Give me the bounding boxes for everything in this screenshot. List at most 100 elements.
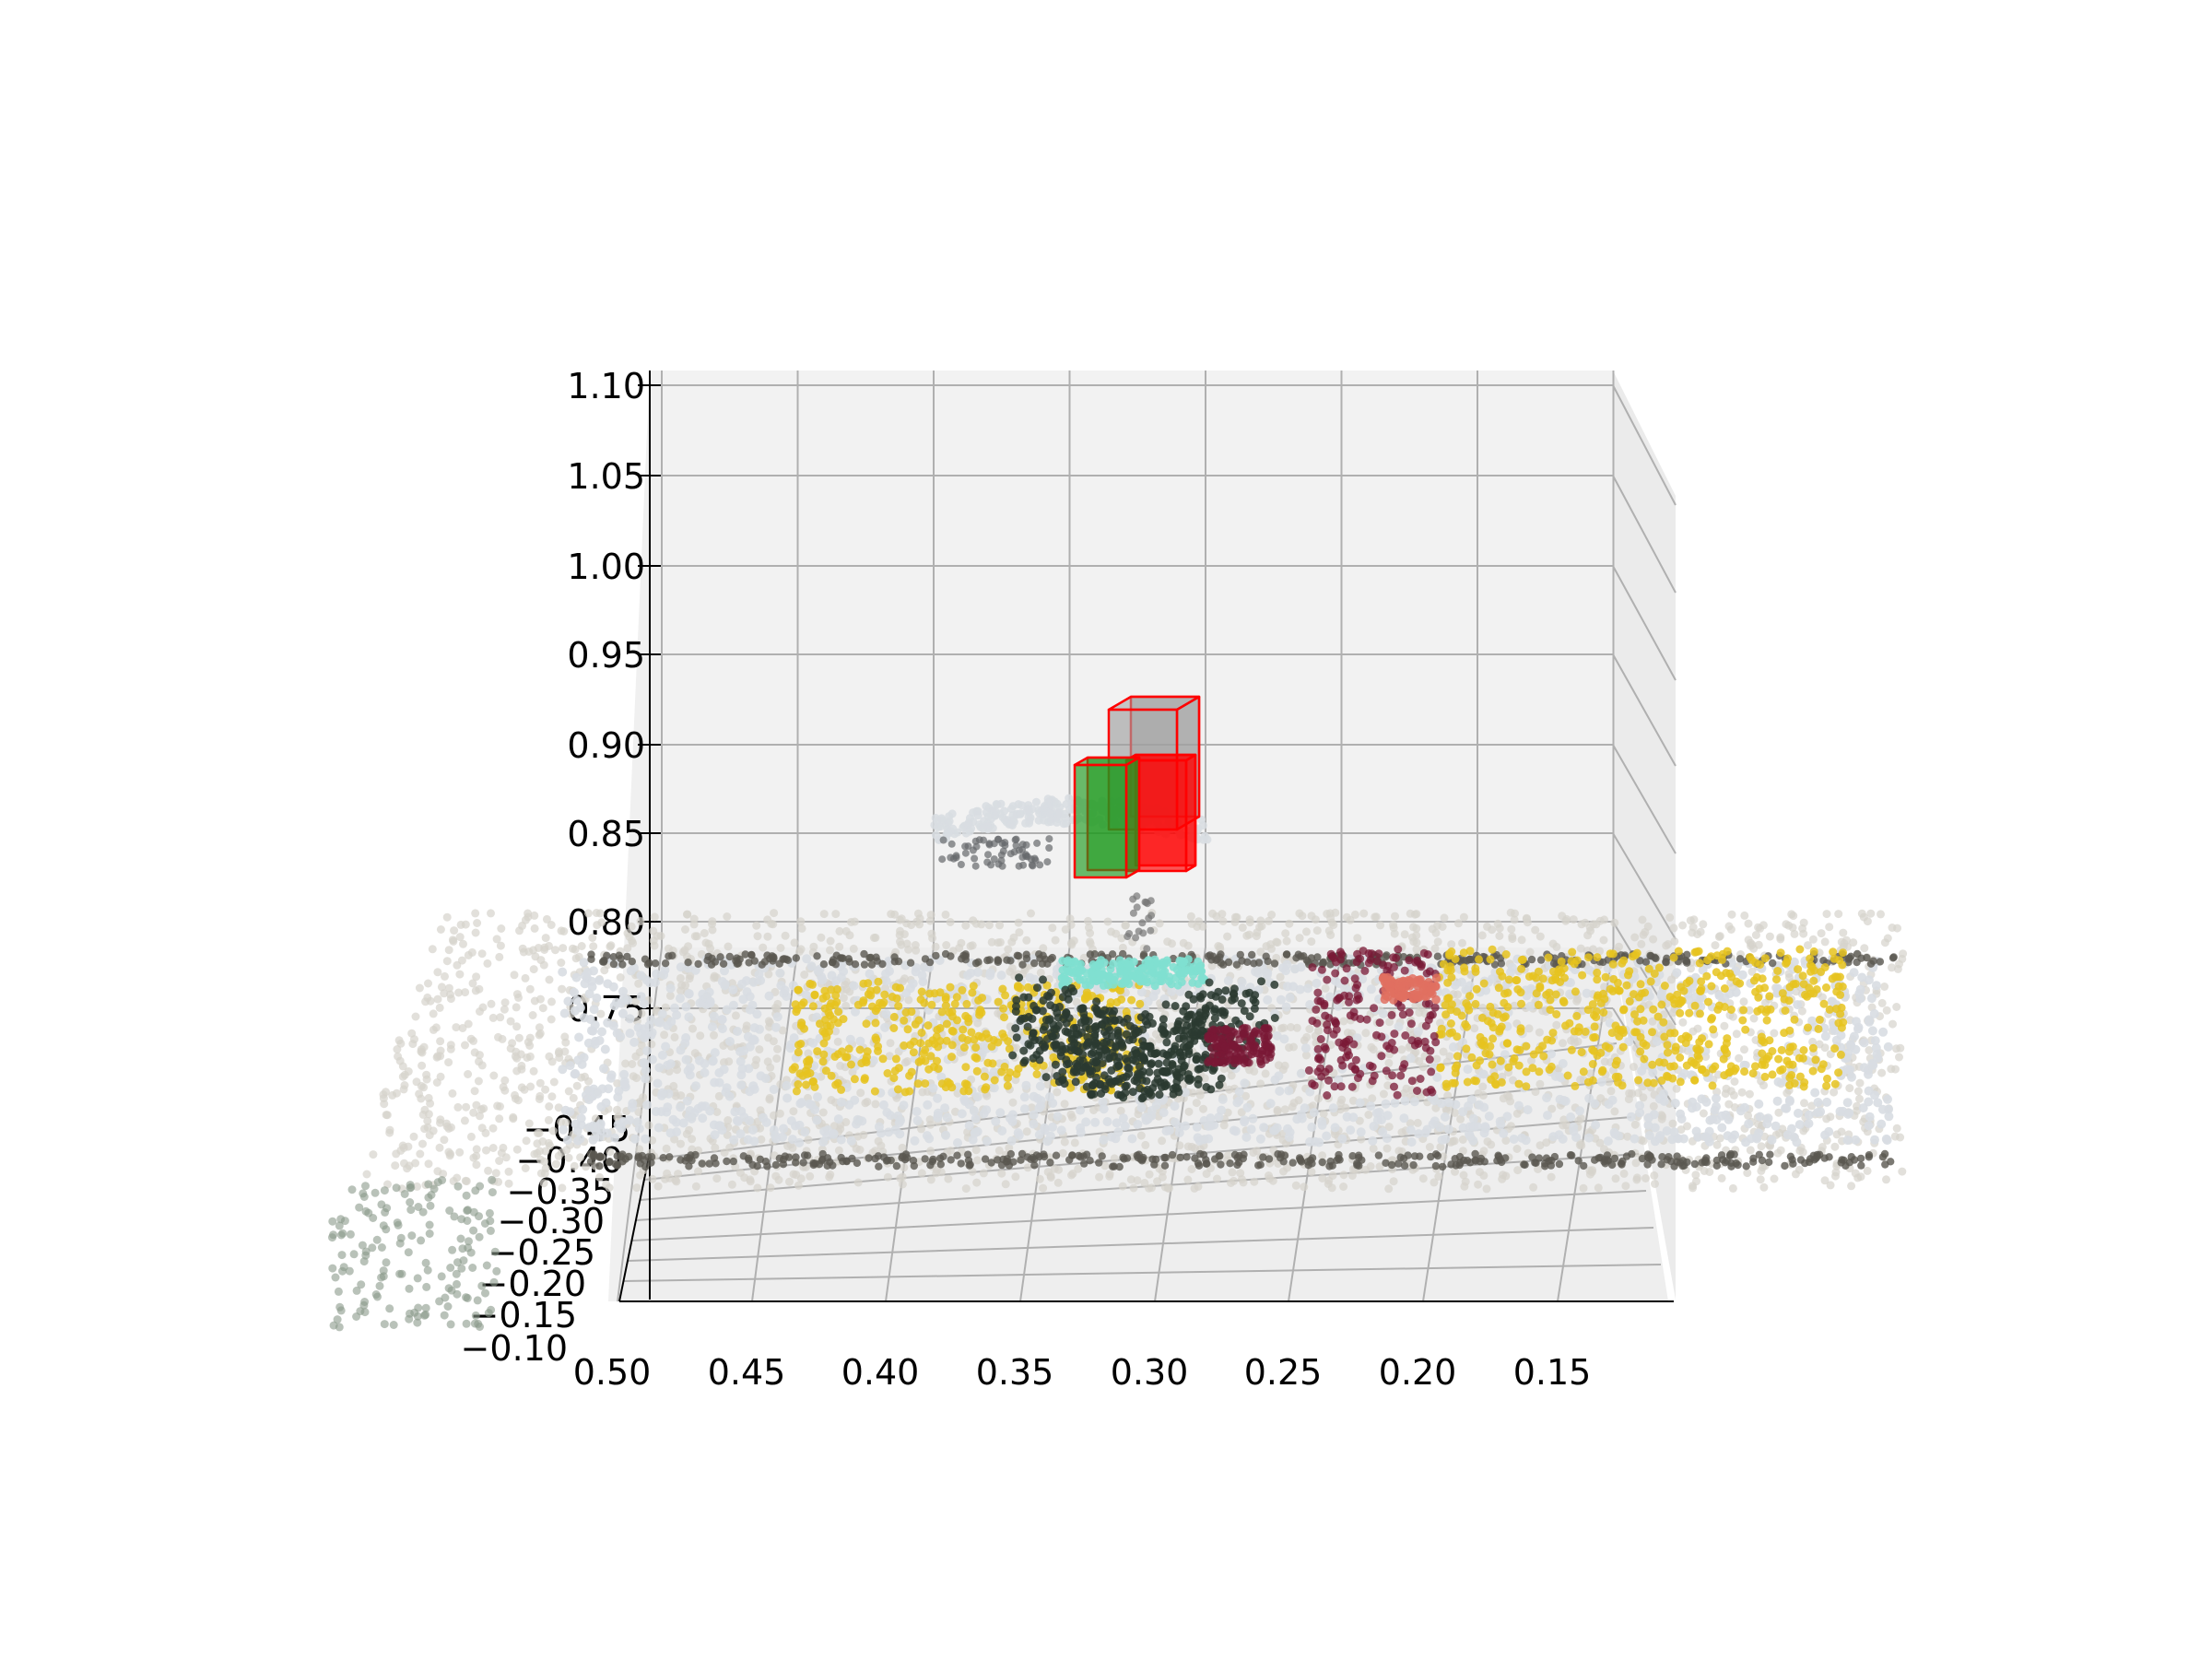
- point: [1542, 1138, 1551, 1147]
- point: [623, 929, 632, 938]
- point: [1815, 1040, 1824, 1049]
- point: [595, 1162, 604, 1171]
- point: [1836, 1050, 1845, 1059]
- point: [684, 1012, 694, 1022]
- point: [924, 1134, 935, 1144]
- point: [1330, 976, 1340, 986]
- point: [1535, 1079, 1545, 1088]
- point: [1406, 1137, 1417, 1147]
- point: [1408, 933, 1417, 942]
- point: [1531, 1088, 1540, 1097]
- point: [1767, 1135, 1777, 1145]
- point: [1280, 1061, 1289, 1070]
- point: [974, 958, 982, 967]
- point: [1250, 1066, 1259, 1076]
- point: [1523, 1105, 1533, 1115]
- point: [1847, 1182, 1856, 1191]
- point: [1896, 1043, 1905, 1053]
- point: [606, 941, 616, 950]
- point: [602, 1180, 611, 1189]
- point: [461, 920, 470, 929]
- point: [1783, 1088, 1792, 1098]
- point: [1036, 1101, 1046, 1111]
- point: [1434, 1172, 1443, 1181]
- point: [1509, 1076, 1517, 1085]
- point: [1534, 1165, 1543, 1173]
- point: [1190, 1183, 1199, 1193]
- point: [1744, 935, 1753, 945]
- point: [759, 943, 768, 952]
- point: [906, 959, 915, 967]
- point: [1422, 1124, 1432, 1135]
- point: [602, 1128, 612, 1138]
- point: [687, 1113, 697, 1124]
- point: [782, 1080, 792, 1090]
- point: [1479, 1147, 1488, 1156]
- point: [1470, 1024, 1479, 1033]
- point: [1820, 937, 1830, 947]
- point: [461, 1041, 469, 1050]
- point: [573, 1055, 583, 1065]
- point: [1406, 1125, 1416, 1135]
- point: [1572, 1011, 1582, 1020]
- point: [1841, 1065, 1852, 1075]
- point: [1817, 929, 1826, 938]
- point: [1882, 1135, 1892, 1146]
- point: [564, 1087, 573, 1096]
- point: [409, 1132, 418, 1141]
- point: [495, 952, 504, 961]
- point: [1759, 1081, 1768, 1090]
- point: [845, 958, 853, 966]
- point: [1159, 1108, 1169, 1118]
- point: [1011, 1172, 1020, 1182]
- point: [929, 1155, 937, 1164]
- point: [1226, 1159, 1234, 1168]
- point: [686, 971, 695, 981]
- point: [444, 1058, 453, 1067]
- point: [676, 962, 686, 972]
- point: [1022, 935, 1031, 945]
- point: [1760, 1072, 1770, 1081]
- point: [1089, 1106, 1099, 1114]
- point: [1248, 1113, 1258, 1124]
- point: [1152, 1155, 1160, 1164]
- point: [661, 1041, 671, 1052]
- point: [1651, 1180, 1659, 1188]
- point: [1369, 1045, 1378, 1054]
- point: [1462, 1044, 1471, 1053]
- point: [603, 1018, 613, 1028]
- point: [1657, 1000, 1666, 1009]
- point: [898, 1172, 907, 1182]
- point: [1375, 1162, 1384, 1171]
- point: [1732, 1030, 1741, 1039]
- point: [570, 987, 579, 997]
- point: [805, 1099, 815, 1109]
- point: [756, 1124, 765, 1133]
- point: [1554, 1130, 1564, 1140]
- point: [676, 1102, 686, 1112]
- point: [769, 1125, 779, 1135]
- point: [771, 1171, 781, 1181]
- point: [1050, 1164, 1059, 1173]
- point: [1230, 917, 1240, 926]
- point: [910, 1135, 920, 1146]
- point: [810, 991, 819, 1000]
- point: [1042, 1136, 1053, 1147]
- point: [1672, 968, 1682, 978]
- point: [1082, 1150, 1091, 1159]
- point: [1204, 952, 1213, 960]
- point: [559, 944, 568, 953]
- point: [782, 955, 791, 964]
- point: [1751, 931, 1760, 939]
- point: [764, 991, 774, 1001]
- point: [1253, 928, 1262, 937]
- point: [719, 1065, 729, 1075]
- point: [775, 968, 785, 978]
- point: [1693, 930, 1702, 939]
- point: [1346, 915, 1355, 924]
- point: [422, 1075, 431, 1084]
- point: [1482, 1184, 1491, 1194]
- point: [1749, 1014, 1759, 1023]
- point: [462, 1177, 471, 1186]
- point: [433, 968, 442, 977]
